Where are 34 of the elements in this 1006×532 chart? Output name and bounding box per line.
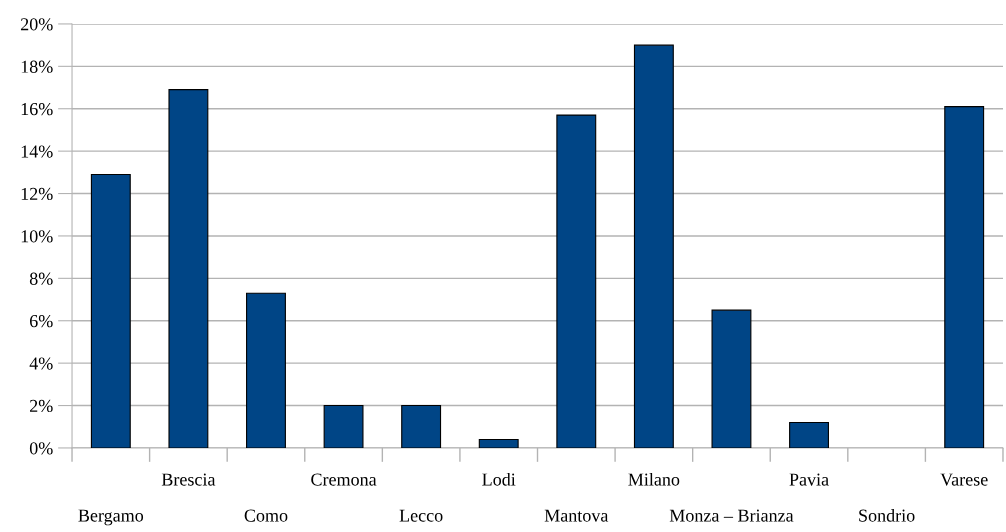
y-tick-label: 10% [21,230,53,243]
x-tick-label: Pavia [789,473,829,486]
bar [478,438,519,448]
x-tick-label: Lodi [482,472,516,486]
bar [401,404,442,448]
bar [556,114,597,448]
y-tick-label: 0% [29,442,53,455]
bar [90,173,131,448]
y-tick-label: 8% [29,272,53,285]
bar [944,106,985,448]
bar [633,44,674,448]
y-tick-label: 6% [29,315,53,328]
x-tick-label: Varese [940,473,988,486]
bar [789,421,829,448]
x-tick-label: Como [244,509,288,522]
y-tick-label: 16% [21,103,53,116]
y-tick-label: 12% [21,187,53,201]
x-tick-label: Cremona [311,473,377,486]
x-tick-label: Brescia [161,473,216,486]
y-tick-label: 20% [20,18,53,31]
y-tick-label: 18% [21,60,53,73]
x-tick-label: Mantova [544,509,609,522]
x-tick-label: Bergamo [78,509,144,526]
bar [246,292,286,448]
y-tick-label: 4% [29,357,53,370]
bar [168,89,209,448]
bar [711,309,752,448]
x-tick-label: Lecco [399,509,443,522]
y-tick-label: 2% [30,399,53,413]
bar [323,404,364,448]
x-tick-label: Milano [628,472,680,486]
x-tick-label: Monza – Brianza [669,509,794,522]
y-tick-label: 14% [21,145,53,158]
x-tick-label: Sondrio [859,508,915,522]
